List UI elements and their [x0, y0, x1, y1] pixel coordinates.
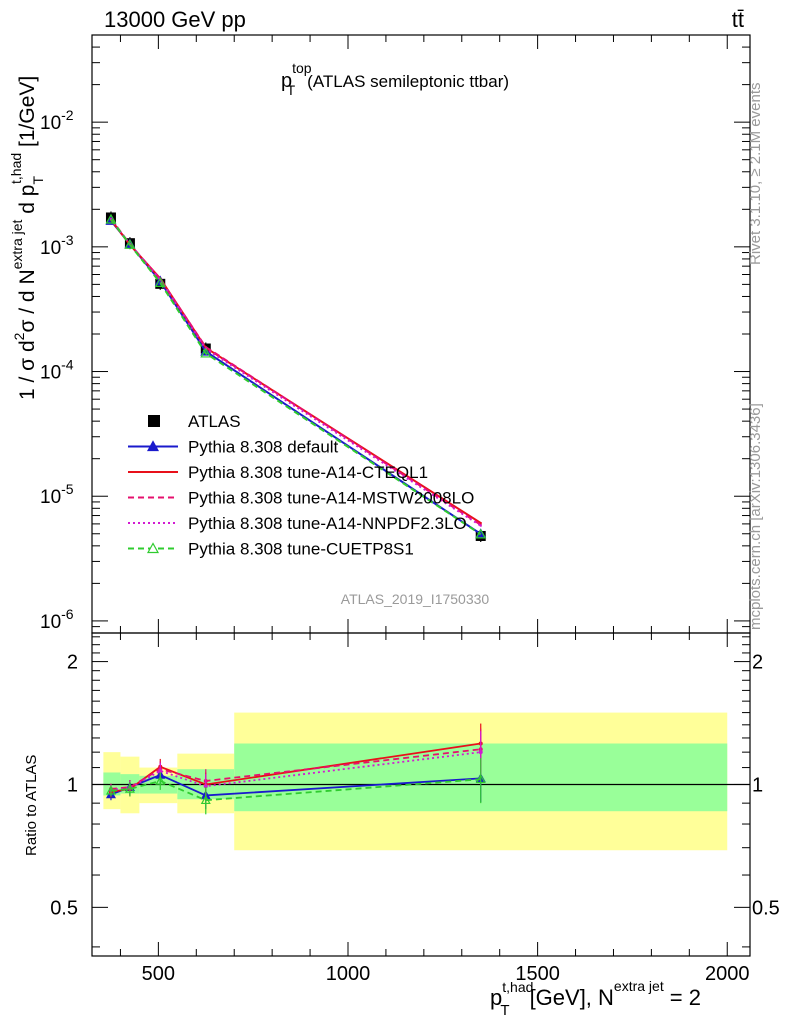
ratio-marker-pythia-8-308-tune-cuetp8s1: [124, 783, 135, 793]
process-label: tt̄: [732, 7, 744, 32]
legend: ATLAS Pythia 8.308 default Pythia 8.308 tu…: [128, 412, 474, 559]
series-marker-pythia-8-308-tune-cuetp8s1: [154, 277, 166, 287]
ratio-y-axis-label: Ratio to ATLAS: [23, 755, 40, 856]
legend-label-pythia-8-308-tune-a14-nnpdf2-3lo: Pythia 8.308 tune-A14-NNPDF2.3LO: [188, 514, 467, 533]
x-axis-label: pt,had T[GeV], Nextra jet = 2: [490, 978, 701, 1019]
y-axis-label: 1 / σ d2σ / d Nextra jet d pTt,had [1/Ge…: [8, 76, 46, 400]
y-tick-label: 10-5: [40, 481, 74, 508]
legend-marker-pythia-8-308-tune-cuetp8s1: [146, 542, 160, 554]
axis-ticks: [92, 34, 750, 956]
legend-label-pythia-8-308-default: Pythia 8.308 default: [188, 438, 339, 457]
x-tick-label: 1500: [515, 963, 560, 985]
ratio-y-tick-label-right: 1: [752, 774, 763, 796]
y-tick-label: 10-4: [40, 357, 74, 384]
y-tick-label: 10-3: [40, 232, 74, 259]
x-tick-label: 2000: [705, 963, 750, 985]
ratio-plot-frame: [91, 632, 751, 957]
ratio-y-tick-label-right: 0.5: [752, 897, 780, 919]
rivet-label: Rivet 3.1.10, ≥ 2.1M events: [747, 83, 764, 266]
ratio-marker-pythia-8-308-tune-cuetp8s1: [105, 785, 116, 795]
series-marker-pythia-8-308-tune-cuetp8s1: [200, 347, 212, 358]
mcplots-label: mcplots.cern.ch [arXiv:1306.3436]: [747, 403, 764, 630]
series-marker-pythia-8-308-tune-cuetp8s1: [475, 528, 487, 539]
ratio-y-tick-label: 1: [67, 774, 78, 796]
energy-label: 13000 GeV pp: [104, 7, 246, 32]
ratio-marker-pythia-8-308-tune-cuetp8s1: [155, 775, 166, 785]
legend-marker-atlas: [148, 415, 160, 427]
ratio-point-pythia-8-308-tune-a14-nnpdf2-3lo: [203, 784, 208, 789]
analysis-id: ATLAS_2019_I1750330: [341, 591, 490, 607]
tick-labels: 500 1000 1500 2000 10-2 10-3 10-4 10-5 10-6 0.5 0.…: [40, 107, 780, 985]
y-tick-label: 10-6: [40, 606, 74, 633]
ratio-point-pythia-8-308-tune-a14-nnpdf2-3lo: [478, 750, 483, 755]
main-series-layer: [105, 211, 487, 542]
plot-title: ptop T (ATLAS semileptonic ttbar): [281, 60, 509, 98]
x-tick-label: 500: [142, 963, 175, 985]
ratio-point-pythia-8-308-tune-a14-nnpdf2-3lo: [158, 768, 163, 773]
ratio-series-layer: [105, 723, 486, 815]
legend-label-pythia-8-308-tune-cuetp8s1: Pythia 8.308 tune-CUETP8S1: [188, 540, 414, 559]
series-line-pythia-8-308-tune-cuetp8s1: [110, 218, 482, 536]
ratio-y-tick-label: 2: [67, 652, 78, 674]
ratio-y-tick-label: 0.5: [50, 897, 78, 919]
x-tick-label: 1000: [326, 963, 371, 985]
y-tick-label: 10-2: [40, 107, 74, 134]
legend-label-pythia-8-308-tune-a14-cteql1: Pythia 8.308 tune-A14-CTEQL1: [188, 463, 428, 482]
series-marker-pythia-8-308-tune-cuetp8s1: [105, 213, 117, 224]
ratio-y-tick-label-right: 2: [752, 652, 763, 674]
ratio-marker-pythia-8-308-tune-cuetp8s1: [475, 773, 486, 784]
series-marker-pythia-8-308-tune-cuetp8s1: [124, 238, 136, 249]
legend-marker-pythia-8-308-default: [146, 440, 160, 452]
legend-label-atlas: ATLAS: [188, 412, 241, 431]
legend-label-pythia-8-308-tune-a14-mstw2008lo: Pythia 8.308 tune-A14-MSTW2008LO: [188, 489, 474, 508]
ratio-marker-pythia-8-308-tune-cuetp8s1: [200, 794, 211, 805]
